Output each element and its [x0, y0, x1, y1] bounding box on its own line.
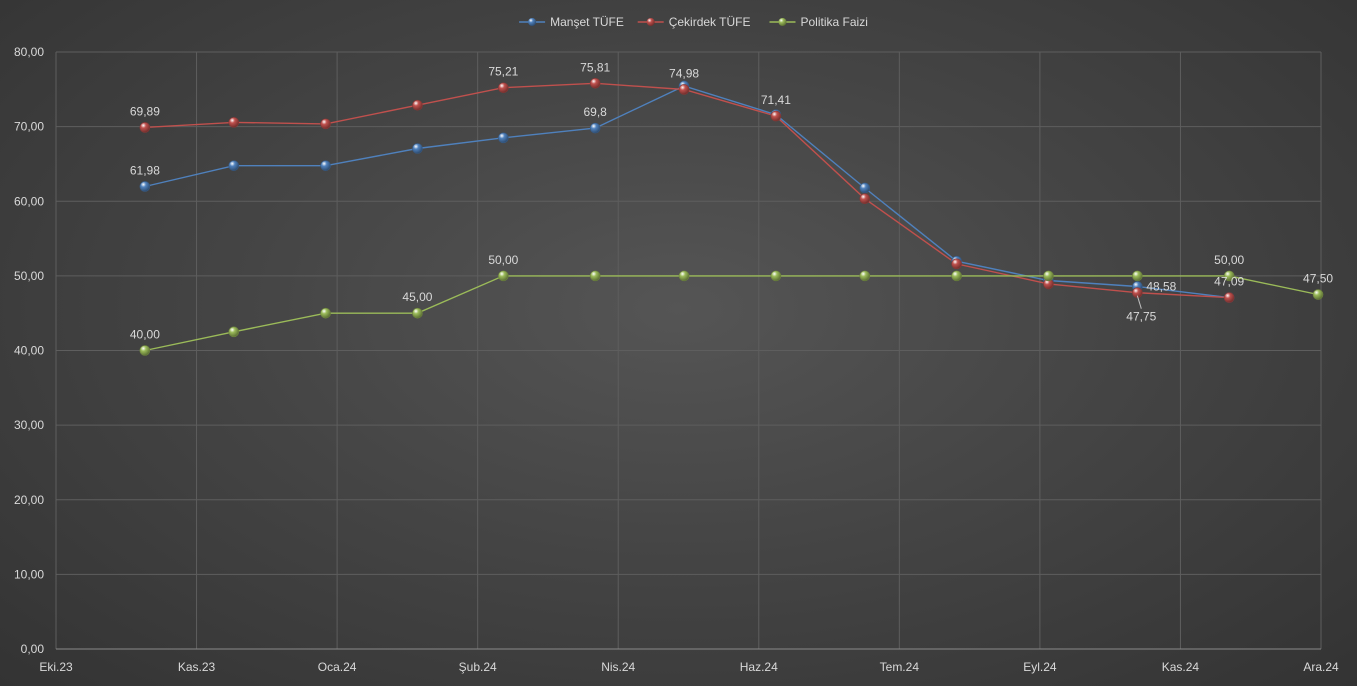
x-tick-label: Eyl.24 — [1023, 660, 1057, 674]
data-point — [320, 118, 331, 130]
data-point — [498, 132, 509, 144]
data-point — [770, 110, 782, 122]
y-tick-label: 20,00 — [14, 493, 44, 507]
data-label: 47,09 — [1214, 275, 1244, 289]
y-tick-label: 80,00 — [14, 45, 44, 59]
data-point — [678, 84, 690, 95]
data-point — [498, 270, 509, 282]
data-label: 40,00 — [130, 328, 160, 342]
data-label: 45,00 — [402, 290, 432, 304]
data-point — [228, 326, 240, 338]
data-point — [770, 270, 782, 282]
data-label: 48,58 — [1146, 279, 1176, 293]
data-point — [139, 181, 151, 192]
data-label: 75,21 — [488, 65, 518, 79]
x-tick-label: Kas.23 — [178, 660, 216, 674]
y-tick-label: 10,00 — [14, 567, 44, 581]
data-label: 69,89 — [130, 104, 160, 118]
data-point — [951, 258, 962, 270]
x-tick-label: Ara.24 — [1303, 660, 1339, 674]
data-point — [859, 193, 871, 205]
data-point — [859, 270, 871, 282]
data-point — [1132, 287, 1143, 298]
data-label: 74,98 — [669, 66, 699, 80]
legend-marker — [778, 18, 787, 26]
data-point — [228, 117, 240, 128]
data-label: 75,81 — [580, 60, 610, 74]
gridlines — [55, 51, 1322, 650]
legend-marker — [528, 18, 537, 26]
data-point — [589, 122, 601, 134]
data-label: 61,98 — [130, 163, 160, 177]
x-tick-label: Nis.24 — [601, 660, 635, 674]
y-tick-label: 30,00 — [14, 418, 44, 432]
legend: Manşet TÜFE Çekirdek TÜFE Politika Faizi — [519, 15, 868, 29]
data-label: 50,00 — [488, 253, 518, 267]
series-line — [144, 85, 1230, 299]
data-point — [1132, 270, 1143, 282]
x-tick-label: Kas.24 — [1162, 660, 1200, 674]
y-tick-label: 50,00 — [14, 269, 44, 283]
data-point — [320, 160, 331, 171]
data-point — [412, 99, 423, 111]
data-point — [139, 122, 151, 133]
x-tick-label: Eki.23 — [39, 660, 73, 674]
data-point — [1312, 289, 1324, 300]
data-point — [1043, 270, 1054, 282]
data-point — [412, 307, 423, 319]
y-tick-label: 0,00 — [21, 642, 45, 656]
data-point — [951, 270, 962, 282]
series-line — [144, 275, 1319, 352]
series-line — [144, 82, 1230, 299]
y-tick-label: 40,00 — [14, 344, 44, 358]
legend-label: Politika Faizi — [801, 15, 868, 29]
data-label: 47,50 — [1303, 272, 1333, 286]
legend-item: Manşet TÜFE — [519, 15, 624, 29]
legend-label: Çekirdek TÜFE — [669, 15, 751, 29]
y-tick-label: 60,00 — [14, 194, 44, 208]
x-tick-label: Şub.24 — [459, 660, 497, 674]
legend-label: Manşet TÜFE — [550, 15, 624, 29]
legend-item: Çekirdek TÜFE — [637, 15, 751, 29]
y-tick-label: 70,00 — [14, 120, 44, 134]
legend-item: Politika Faizi — [769, 15, 868, 29]
x-tick-label: Tem.24 — [880, 660, 920, 674]
data-point — [498, 82, 509, 94]
data-point — [859, 182, 871, 194]
x-tick-label: Oca.24 — [318, 660, 357, 674]
data-point — [228, 160, 240, 171]
data-point — [320, 307, 331, 319]
data-label: 71,41 — [761, 93, 791, 107]
data-point — [1223, 270, 1235, 282]
axes: 0,00 10,00 20,00 30,00 40,00 50,00 60,00 70,00 8… — [14, 45, 1339, 674]
data-point — [678, 270, 690, 282]
label-leader-line — [1136, 295, 1142, 309]
data-label: 69,8 — [584, 105, 608, 119]
data-label: 47,75 — [1126, 310, 1156, 324]
data-point — [1223, 292, 1235, 303]
data-label: 50,00 — [1214, 253, 1244, 267]
data-labels: 61,98 69,8 48,58 69,89 75,21 75,81 74,98 71,41 4… — [130, 60, 1334, 341]
data-markers — [139, 77, 1324, 356]
data-point — [589, 270, 601, 282]
data-point — [139, 345, 151, 356]
data-point — [589, 77, 601, 89]
legend-marker — [646, 18, 655, 26]
x-tick-label: Haz.24 — [740, 660, 778, 674]
data-point — [412, 143, 423, 154]
